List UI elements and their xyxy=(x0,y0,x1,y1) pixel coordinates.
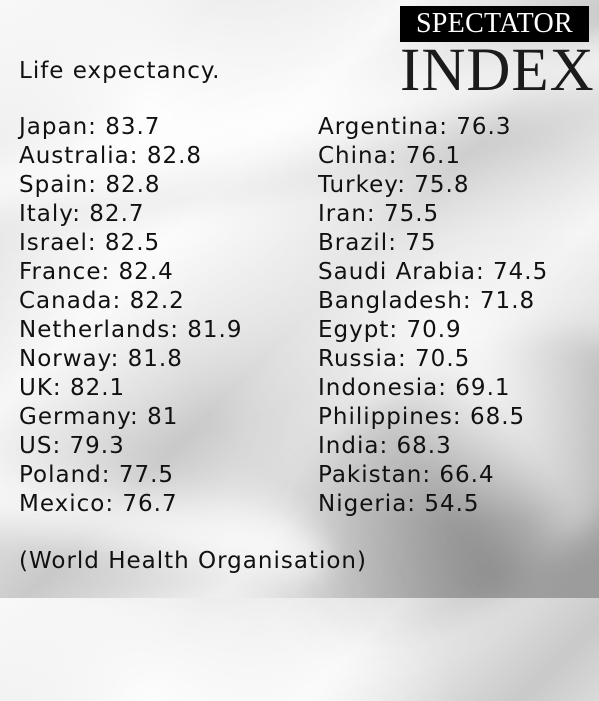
life-expectancy-value: 82.7 xyxy=(89,201,145,227)
life-expectancy-value: 76.3 xyxy=(456,114,512,140)
country-row: Norway: 81.8 xyxy=(19,346,183,372)
life-expectancy-value: 68.5 xyxy=(469,404,526,430)
country-row: Bangladesh: 71.8 xyxy=(318,288,536,314)
country-row: Russia: 70.5 xyxy=(318,346,471,372)
country-name: Canada xyxy=(19,288,113,314)
country-row: India: 68.3 xyxy=(318,433,452,459)
country-name: Argentina xyxy=(318,114,440,140)
country-name: India xyxy=(318,433,380,459)
country-name: Norway xyxy=(19,346,111,372)
life-expectancy-value: 81 xyxy=(147,404,179,430)
country-row: Poland: 77.5 xyxy=(19,462,175,488)
life-expectancy-value: 76.7 xyxy=(122,491,178,517)
country-name: Philippines xyxy=(318,404,453,430)
country-row: Mexico: 76.7 xyxy=(19,491,178,517)
country-row: Indonesia: 69.1 xyxy=(318,375,511,401)
country-name: Poland xyxy=(19,462,102,488)
country-row: US: 79.3 xyxy=(19,433,125,459)
country-row: China: 76.1 xyxy=(318,143,461,169)
life-expectancy-value: 82.5 xyxy=(104,230,161,256)
country-name: Iran xyxy=(318,201,367,227)
country-name: Mexico xyxy=(19,491,106,517)
life-expectancy-value: 82.1 xyxy=(69,375,126,401)
life-expectancy-value: 69.1 xyxy=(455,375,511,401)
life-expectancy-value: 82.8 xyxy=(146,143,203,169)
life-expectancy-value: 70.5 xyxy=(415,346,471,372)
country-row: Germany: 81 xyxy=(19,404,179,430)
country-name: Bangladesh xyxy=(318,288,463,314)
life-expectancy-value: 82.8 xyxy=(105,172,161,198)
country-name: US xyxy=(19,433,53,459)
life-expectancy-value: 81.8 xyxy=(127,346,183,372)
country-name: Australia xyxy=(19,143,130,169)
life-expectancy-value: 75 xyxy=(405,230,437,256)
life-expectancy-value: 70.9 xyxy=(406,317,462,343)
life-expectancy-value: 81.9 xyxy=(187,317,243,343)
country-name: Pakistan xyxy=(318,462,423,488)
country-name: UK xyxy=(19,375,53,401)
country-name: Brazil xyxy=(318,230,389,256)
life-expectancy-value: 54.5 xyxy=(424,491,480,517)
country-row: Brazil: 75 xyxy=(318,230,437,256)
country-row: Australia: 82.8 xyxy=(19,143,203,169)
country-row: Turkey: 75.8 xyxy=(318,172,470,198)
spectator-logo-bottom: INDEX xyxy=(400,37,595,104)
country-name: Indonesia xyxy=(318,375,439,401)
life-expectancy-value: 74.5 xyxy=(493,259,549,285)
country-name: France xyxy=(19,259,102,285)
country-row: Nigeria: 54.5 xyxy=(318,491,480,517)
life-expectancy-value: 76.1 xyxy=(405,143,461,169)
source-note: (World Health Organisation) xyxy=(19,548,367,574)
country-name: Saudi Arabia xyxy=(318,259,476,285)
life-expectancy-value: 68.3 xyxy=(396,433,452,459)
country-row: Netherlands: 81.9 xyxy=(19,317,243,343)
country-row: UK: 82.1 xyxy=(19,375,126,401)
country-row: Saudi Arabia: 74.5 xyxy=(318,259,549,285)
country-name: Egypt xyxy=(318,317,390,343)
country-row: Pakistan: 66.4 xyxy=(318,462,495,488)
country-name: Russia xyxy=(318,346,398,372)
page-title: Life expectancy. xyxy=(19,58,221,84)
life-expectancy-value: 79.3 xyxy=(69,433,125,459)
country-name: Netherlands xyxy=(19,317,171,343)
country-name: Italy xyxy=(19,201,73,227)
life-expectancy-value: 71.8 xyxy=(479,288,536,314)
country-row: Italy: 82.7 xyxy=(19,201,145,227)
country-row: Israel: 82.5 xyxy=(19,230,161,256)
life-expectancy-value: 77.5 xyxy=(118,462,175,488)
country-row: Canada: 82.2 xyxy=(19,288,185,314)
right-country-list: Argentina: 76.3 China: 76.1 Turkey: 75.8 Ir… xyxy=(318,113,548,519)
life-expectancy-value: 75.8 xyxy=(414,172,470,198)
country-name: Israel xyxy=(19,230,88,256)
country-row: Japan: 83.7 xyxy=(19,114,161,140)
life-expectancy-value: 82.2 xyxy=(129,288,185,314)
country-row: France: 82.4 xyxy=(19,259,174,285)
country-name: Nigeria xyxy=(318,491,408,517)
country-name: Spain xyxy=(19,172,89,198)
left-country-list: Japan: 83.7 Australia: 82.8 Spain: 82.8 Ita… xyxy=(19,113,242,519)
country-name: Germany xyxy=(19,404,131,430)
country-row: Philippines: 68.5 xyxy=(318,404,526,430)
country-name: China xyxy=(318,143,389,169)
life-expectancy-value: 66.4 xyxy=(439,462,495,488)
country-name: Japan xyxy=(19,114,89,140)
country-row: Argentina: 76.3 xyxy=(318,114,512,140)
life-expectancy-value: 83.7 xyxy=(105,114,161,140)
life-expectancy-value: 82.4 xyxy=(118,259,174,285)
country-row: Egypt: 70.9 xyxy=(318,317,462,343)
country-row: Spain: 82.8 xyxy=(19,172,161,198)
life-expectancy-value: 75.5 xyxy=(383,201,440,227)
country-row: Iran: 75.5 xyxy=(318,201,440,227)
country-name: Turkey xyxy=(318,172,398,198)
spectator-logo-top: SPECTATOR xyxy=(400,6,589,42)
